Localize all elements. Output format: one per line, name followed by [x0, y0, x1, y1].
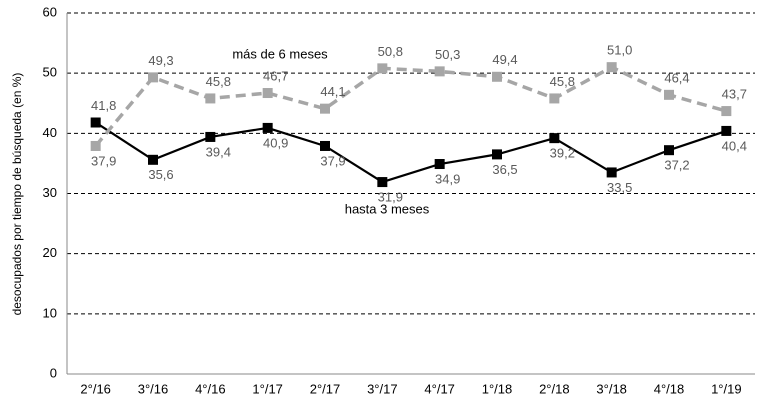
data-label: 33,5 [607, 180, 632, 195]
data-label: 49,3 [148, 53, 173, 68]
point-marker [664, 145, 674, 156]
point-marker [377, 177, 388, 188]
data-label: 45,8 [206, 74, 231, 89]
point-marker [320, 103, 330, 114]
data-label: 37,2 [664, 158, 689, 173]
legend-label: más de 6 meses [232, 46, 328, 61]
x-tick-label: 1°/19 [711, 381, 742, 396]
data-label: 34,9 [435, 171, 460, 186]
point-marker [434, 66, 445, 77]
x-tick-label: 4°/17 [424, 381, 455, 396]
data-label: 36,5 [492, 162, 517, 177]
point-marker [320, 140, 330, 151]
point-marker [492, 71, 502, 82]
series-line [94, 65, 727, 148]
point-marker [549, 133, 560, 144]
x-tick-label: 2°/17 [310, 381, 341, 396]
y-tick-label: 40 [43, 125, 57, 140]
x-tick-label: 1°/17 [252, 381, 283, 396]
point-marker [434, 159, 445, 170]
data-label: 49,4 [492, 52, 517, 67]
point-marker [492, 149, 502, 160]
point-marker [90, 117, 101, 128]
point-marker [549, 93, 560, 104]
point-marker [606, 167, 617, 178]
point-marker [262, 88, 273, 99]
data-label: 40,4 [722, 138, 747, 153]
point-marker [205, 131, 216, 142]
x-tick-label: 3°/17 [367, 381, 398, 396]
point-marker [721, 106, 732, 117]
x-tick-label: 3°/18 [596, 381, 627, 396]
data-label: 44,1 [320, 84, 345, 99]
y-tick-label: 10 [43, 305, 57, 320]
legend-label: hasta 3 meses [345, 201, 430, 216]
point-marker [148, 154, 158, 165]
data-label: 43,7 [722, 87, 747, 102]
point-marker [721, 125, 732, 136]
point-marker [90, 140, 101, 151]
data-label: 35,6 [148, 167, 173, 182]
point-marker [664, 89, 674, 100]
x-tick-label: 1°/18 [482, 381, 513, 396]
data-label: 46,4 [664, 70, 689, 85]
point-marker [148, 72, 158, 83]
data-label: 41,8 [91, 98, 116, 113]
data-label: 39,4 [206, 144, 231, 159]
data-label: 37,9 [91, 153, 116, 168]
data-label: 39,2 [550, 146, 575, 161]
y-axis-label: desocupados por tiempo de búsqueda (en %… [10, 73, 24, 316]
x-tick-label: 2°/16 [80, 381, 111, 396]
point-marker [606, 62, 617, 73]
y-tick-label: 60 [43, 4, 57, 19]
data-label: 50,3 [435, 47, 460, 62]
y-tick-label: 30 [43, 185, 57, 200]
series-line [95, 121, 727, 184]
data-label: 45,8 [550, 74, 575, 89]
data-label: 50,8 [378, 44, 403, 59]
data-label: 51,0 [607, 43, 632, 58]
point-marker [262, 122, 273, 133]
y-tick-label: 20 [43, 245, 57, 260]
data-label: 40,9 [263, 135, 288, 150]
x-tick-label: 2°/18 [539, 381, 570, 396]
y-tick-label: 0 [50, 365, 57, 380]
point-marker [205, 93, 216, 104]
data-label: 46,7 [263, 68, 288, 83]
x-tick-label: 4°/16 [195, 381, 226, 396]
x-tick-label: 3°/16 [138, 381, 169, 396]
data-label: 31,9 [378, 190, 403, 205]
point-marker [377, 63, 388, 74]
x-tick-label: 4°/18 [654, 381, 685, 396]
y-tick-label: 50 [43, 65, 57, 80]
data-label: 37,9 [320, 153, 345, 168]
